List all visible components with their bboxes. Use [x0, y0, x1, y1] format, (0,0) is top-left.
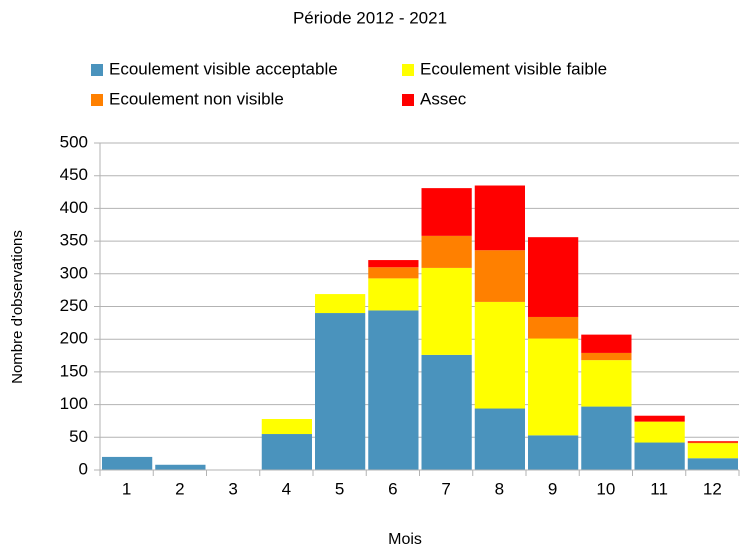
y-tick-label: 250 [60, 296, 88, 315]
bar-segment [687, 441, 738, 443]
bar-segment [581, 406, 632, 470]
bar-segment [261, 418, 312, 435]
legend-swatch [91, 94, 103, 106]
y-tick-label: 50 [69, 427, 88, 446]
bar-segment [528, 237, 579, 317]
bar-segment [421, 267, 472, 355]
y-tick-label: 300 [60, 263, 88, 282]
bar-segment [581, 360, 632, 407]
x-axis-label: Mois [388, 531, 422, 548]
y-tick-label: 500 [60, 132, 88, 151]
y-tick-label: 200 [60, 329, 88, 348]
x-tick-label: 4 [282, 479, 291, 498]
y-tick-label: 150 [60, 361, 88, 380]
bar-segment [368, 310, 419, 470]
bar-segment [581, 352, 632, 361]
bar-segment [315, 294, 366, 314]
bar-segment [421, 235, 472, 268]
bar-segment [474, 185, 525, 251]
x-tick-label: 12 [703, 479, 722, 498]
x-tick-label: 1 [122, 479, 131, 498]
x-tick-label: 6 [388, 479, 397, 498]
x-tick-label: 2 [175, 479, 184, 498]
legend-swatch [91, 64, 103, 76]
y-tick-label: 0 [79, 459, 88, 478]
x-tick-label: 9 [548, 479, 557, 498]
legend-label: Assec [420, 89, 467, 108]
bar-segment [368, 278, 419, 311]
bar-segment [528, 316, 579, 339]
bar-segment [474, 408, 525, 470]
bar-segment [687, 442, 738, 444]
y-tick-label: 350 [60, 231, 88, 250]
legend-label: Ecoulement visible faible [420, 59, 607, 78]
bar-segment [421, 354, 472, 470]
y-tick-label: 450 [60, 165, 88, 184]
y-tick-label: 100 [60, 394, 88, 413]
x-tick-label: 5 [335, 479, 344, 498]
bar-segment [421, 188, 472, 236]
bar-segment [634, 421, 685, 443]
bar-segment [634, 415, 685, 422]
legend-swatch [402, 64, 414, 76]
x-tick-label: 7 [441, 479, 450, 498]
legend-label: Ecoulement visible acceptable [109, 59, 338, 78]
bar-segment [155, 464, 206, 470]
bar-segment [474, 250, 525, 302]
bar-segment [315, 313, 366, 470]
bar-segment [581, 334, 632, 353]
x-tick-label: 8 [495, 479, 504, 498]
bar-segment [687, 458, 738, 470]
bar-segment [528, 435, 579, 470]
x-tick-label: 10 [596, 479, 615, 498]
bar-segment [261, 434, 312, 470]
bar-segment [102, 456, 153, 470]
bar-segment [368, 260, 419, 268]
legend-swatch [402, 94, 414, 106]
y-axis-label: Nombre d'observations [9, 230, 26, 384]
legend-label: Ecoulement non visible [109, 89, 284, 108]
x-tick-label: 11 [650, 479, 668, 498]
bar-segment [687, 443, 738, 459]
bar-segment [634, 442, 685, 470]
bar-segment [528, 338, 579, 436]
y-tick-label: 400 [60, 198, 88, 217]
x-tick-label: 3 [228, 479, 237, 498]
bar-segment [368, 267, 419, 279]
bar-segment [474, 301, 525, 409]
chart-title: Période 2012 - 2021 [293, 8, 447, 27]
